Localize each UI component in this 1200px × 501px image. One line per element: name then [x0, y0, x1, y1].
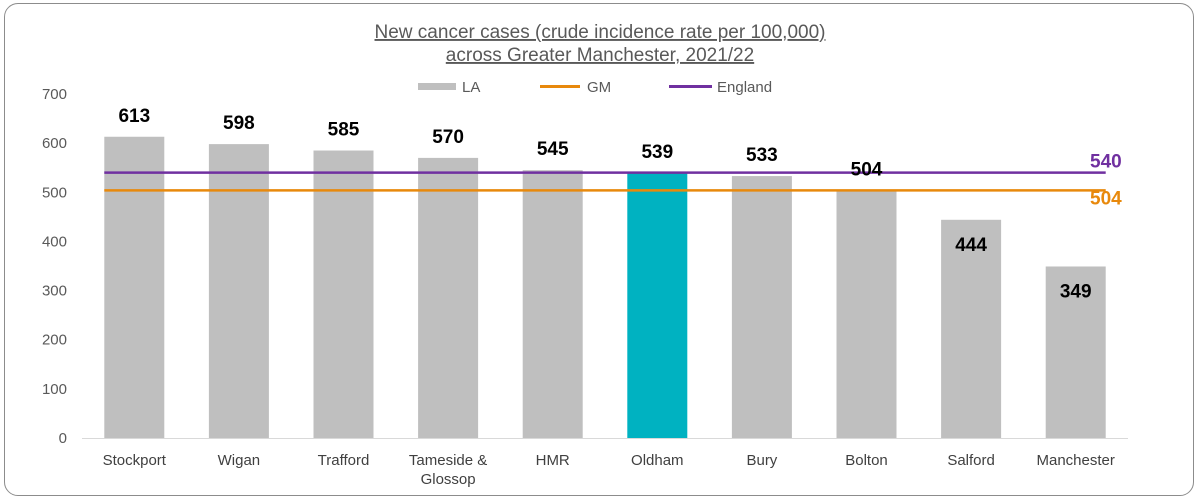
bar-manchester — [1045, 266, 1106, 438]
bars — [104, 136, 1106, 439]
y-axis: 0 100 200 300 400 500 600 700 — [42, 86, 67, 447]
y-tick-label: 100 — [42, 381, 67, 398]
y-tick-label: 700 — [42, 86, 67, 103]
chart-legend: LA GM England — [418, 79, 772, 96]
y-tick-label: 0 — [59, 430, 67, 447]
bar-trafford — [313, 150, 374, 438]
chart-title: New cancer cases (crude incidence rate p… — [375, 22, 826, 66]
x-tick-label: Oldham — [631, 452, 684, 469]
bar-bolton — [836, 190, 897, 438]
x-tick-label: Manchester — [1037, 452, 1115, 469]
data-label: 598 — [223, 113, 255, 134]
data-label: 504 — [851, 159, 883, 180]
gm-line-label: 504 — [1090, 188, 1122, 209]
data-label: 539 — [641, 142, 673, 163]
chart-title-line-1: New cancer cases (crude incidence rate p… — [375, 22, 826, 43]
england-line-label: 540 — [1090, 152, 1122, 173]
bar-salford — [941, 219, 1002, 438]
x-tick-label: Stockport — [103, 452, 167, 469]
data-label: 585 — [328, 120, 360, 141]
y-tick-label: 300 — [42, 283, 67, 300]
x-tick-label: Wigan — [218, 452, 261, 469]
bar-hmr — [522, 170, 583, 438]
y-tick-label: 500 — [42, 184, 67, 201]
data-label: 533 — [746, 145, 778, 166]
legend-label-gm: GM — [587, 79, 611, 96]
x-tick-label: Trafford — [318, 452, 370, 469]
value-labels: 613 598 585 570 545 539 533 504 444 349 — [118, 106, 1091, 303]
x-tick-label: Bury — [746, 452, 777, 469]
x-tick-label: Glossop — [421, 471, 476, 488]
y-tick-label: 200 — [42, 332, 67, 349]
data-label: 444 — [955, 235, 987, 256]
legend-label-la: LA — [462, 79, 480, 96]
data-label: 349 — [1060, 281, 1092, 302]
bar-oldham — [627, 173, 688, 438]
x-tick-label: Salford — [947, 452, 995, 469]
y-tick-label: 400 — [42, 233, 67, 250]
data-label: 613 — [118, 106, 150, 127]
x-tick-label: Tameside & — [409, 452, 487, 469]
chart-title-line-2: across Greater Manchester, 2021/22 — [446, 45, 754, 66]
data-label: 570 — [432, 127, 464, 148]
legend-label-england: England — [717, 79, 772, 96]
reference-lines: 540 504 — [104, 152, 1122, 209]
bar-stockport — [104, 136, 165, 439]
x-tick-label: Bolton — [845, 452, 888, 469]
y-tick-label: 600 — [42, 135, 67, 152]
data-label: 545 — [537, 139, 569, 160]
x-axis: Stockport Wigan Trafford Tameside & Glossop H… — [82, 438, 1128, 488]
bar-bury — [731, 176, 792, 438]
bar-tameside-glossop — [418, 157, 479, 438]
bar-wigan — [208, 144, 269, 438]
legend-swatch-la — [418, 83, 456, 90]
x-tick-label: HMR — [536, 452, 570, 469]
